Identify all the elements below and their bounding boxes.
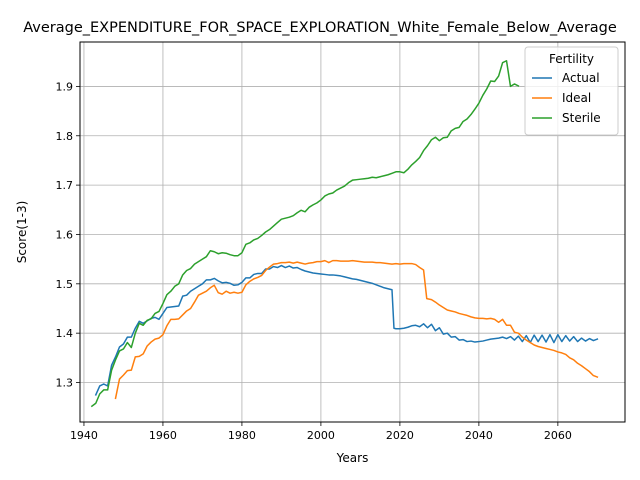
legend-label: Actual xyxy=(562,71,600,85)
y-tick-label: 1.5 xyxy=(56,278,74,291)
x-tick-label: 1940 xyxy=(70,429,98,442)
x-tick-label: 2000 xyxy=(307,429,335,442)
x-axis-label: Years xyxy=(336,451,369,465)
y-tick-label: 1.4 xyxy=(56,327,74,340)
y-tick-label: 1.8 xyxy=(56,130,74,143)
legend-label: Sterile xyxy=(562,111,601,125)
y-tick-label: 1.6 xyxy=(56,228,74,241)
y-tick-label: 1.3 xyxy=(56,377,74,390)
y-axis: 1.3 1.4 1.5 1.6 1.7 1.8 1.9 xyxy=(56,80,80,390)
legend-label: Ideal xyxy=(562,91,591,105)
legend-item-actual: Actual xyxy=(532,71,600,85)
y-tick-label: 1.9 xyxy=(56,80,74,93)
x-tick-label: 1960 xyxy=(149,429,177,442)
legend-title: Fertility xyxy=(549,52,594,66)
series-line-actual xyxy=(94,264,599,396)
plot-frame xyxy=(79,41,626,423)
y-axis-label: Score(1-3) xyxy=(15,201,29,264)
x-tick-label: 2020 xyxy=(386,429,414,442)
series-line-sterile xyxy=(90,60,520,408)
x-tick-label: 2060 xyxy=(544,429,572,442)
y-tick-label: 1.7 xyxy=(56,179,74,192)
chart-title: Average_EXPENDITURE_FOR_SPACE_EXPLORATIO… xyxy=(23,20,617,36)
legend-item-sterile: Sterile xyxy=(532,111,601,125)
x-tick-label: 2040 xyxy=(465,429,493,442)
legend-entries: Actual Ideal Sterile xyxy=(532,71,601,125)
series-layer xyxy=(90,60,599,408)
legend-box xyxy=(524,46,619,136)
grid xyxy=(80,42,625,422)
x-axis: 1940 1960 1980 2000 2020 2040 2060 xyxy=(70,422,572,442)
legend: Fertility Actual Ideal Sterile xyxy=(524,46,619,136)
series-line-ideal xyxy=(114,259,599,400)
x-tick-label: 1980 xyxy=(228,429,256,442)
legend-item-ideal: Ideal xyxy=(532,91,591,105)
